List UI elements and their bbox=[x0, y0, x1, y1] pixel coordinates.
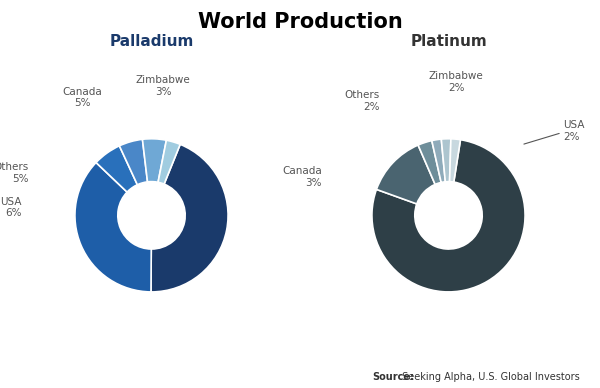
Text: South Africa
78%: South Africa 78% bbox=[412, 334, 485, 356]
Text: Zimbabwe
3%: Zimbabwe 3% bbox=[136, 75, 190, 97]
Wedge shape bbox=[119, 139, 148, 185]
Wedge shape bbox=[142, 139, 166, 182]
Text: Canada
5%: Canada 5% bbox=[63, 87, 103, 108]
Text: Russia
13%: Russia 13% bbox=[311, 212, 349, 234]
Text: Zimbabwe
2%: Zimbabwe 2% bbox=[429, 71, 484, 93]
Text: Palladium: Palladium bbox=[109, 34, 194, 49]
Wedge shape bbox=[376, 145, 435, 204]
Text: Seeking Alpha, U.S. Global Investors: Seeking Alpha, U.S. Global Investors bbox=[399, 372, 580, 382]
Text: Platinum: Platinum bbox=[410, 34, 487, 49]
Wedge shape bbox=[372, 140, 525, 292]
Text: Others
2%: Others 2% bbox=[344, 90, 380, 112]
Wedge shape bbox=[432, 139, 445, 182]
Text: Others
5%: Others 5% bbox=[0, 163, 29, 184]
Wedge shape bbox=[151, 144, 228, 292]
Text: Source:: Source: bbox=[372, 372, 414, 382]
Wedge shape bbox=[96, 146, 137, 192]
Text: World Production: World Production bbox=[197, 12, 403, 32]
Text: USA
2%: USA 2% bbox=[563, 120, 585, 142]
Text: Russia
44%: Russia 44% bbox=[255, 208, 293, 230]
Wedge shape bbox=[441, 139, 451, 182]
Text: USA
6%: USA 6% bbox=[0, 197, 22, 218]
Wedge shape bbox=[449, 139, 460, 182]
Wedge shape bbox=[158, 140, 180, 184]
Wedge shape bbox=[418, 140, 441, 184]
Wedge shape bbox=[75, 163, 151, 292]
Text: South Africa
37%: South Africa 37% bbox=[115, 334, 188, 356]
Text: Canada
3%: Canada 3% bbox=[283, 166, 322, 188]
